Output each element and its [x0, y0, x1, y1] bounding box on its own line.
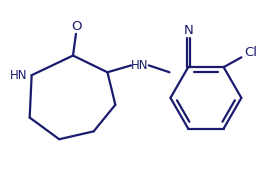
Text: Cl: Cl	[245, 46, 258, 59]
Text: HN: HN	[10, 69, 28, 82]
Text: N: N	[183, 24, 193, 37]
Text: HN: HN	[131, 59, 149, 72]
Text: O: O	[72, 19, 82, 33]
